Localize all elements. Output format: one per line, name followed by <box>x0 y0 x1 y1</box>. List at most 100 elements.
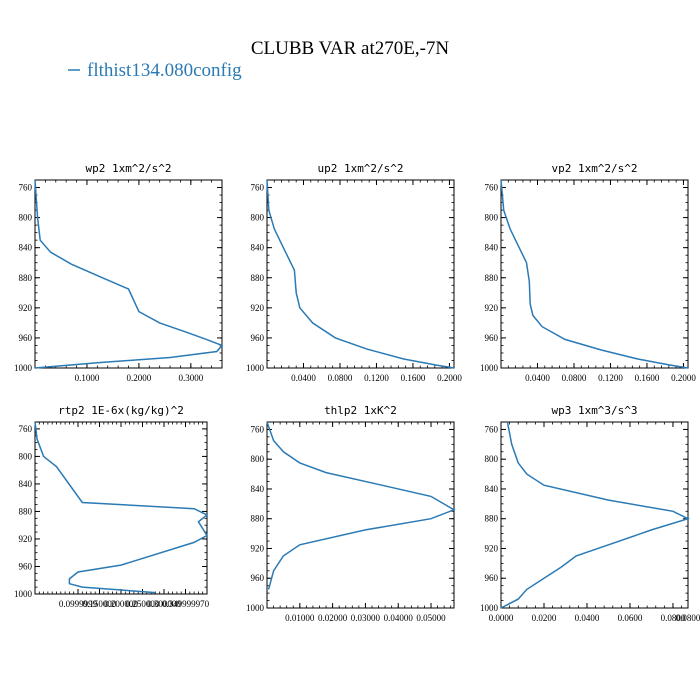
panel-grid: wp2 1xm^2/s^2 760 800 840 880 920 960 1000 0.100… <box>14 162 700 623</box>
y-tick-label: 1000 <box>480 363 499 373</box>
x-tick-label: 0.1600 <box>401 373 426 383</box>
y-tick-label: 880 <box>251 273 265 283</box>
y-tick-label: 840 <box>251 484 265 494</box>
x-tick-label: 0.250000 <box>126 599 160 609</box>
x-tick-label: 0.01000 <box>285 613 315 623</box>
series-line <box>500 421 691 609</box>
panel-title: thlp2 1xK^2 <box>324 404 397 417</box>
plot-frame <box>500 179 689 369</box>
series-line <box>266 421 456 590</box>
y-tick-label: 960 <box>485 333 499 343</box>
x-tick-label: 0.200000 <box>104 599 138 609</box>
chart-panel: thlp2 1xK^2 760 800 840 880 920 960 1000 0.01000… <box>246 404 456 623</box>
panel-title: wp3 1xm^3/s^3 <box>551 404 637 417</box>
y-tick-label: 960 <box>485 573 499 583</box>
x-tick-label: 0.1600 <box>635 373 660 383</box>
y-tick-label: 760 <box>485 183 499 193</box>
y-tick-label: 760 <box>251 424 265 434</box>
x-tick-label: 0.0800 <box>661 613 686 623</box>
panel-title: up2 1xm^2/s^2 <box>317 162 403 175</box>
plot-frame <box>34 179 223 369</box>
panel-title: wp2 1xm^2/s^2 <box>85 162 171 175</box>
x-tick-label: 0.0999999 <box>59 599 98 609</box>
chart-panel: wp3 1xm^3/s^3 760 800 840 880 920 960 10000.000… <box>480 404 700 623</box>
y-tick-label: 920 <box>251 543 265 553</box>
y-tick-label: 920 <box>485 543 499 553</box>
chart-panel: up2 1xm^2/s^2 760 800 840 880 920 960 1000 0.040… <box>246 162 462 383</box>
y-tick-label: 800 <box>251 454 265 464</box>
y-tick-label: 880 <box>19 506 33 516</box>
y-tick-label: 800 <box>485 454 499 464</box>
x-tick-label: 0.150000 <box>83 599 117 609</box>
y-tick-label: 920 <box>485 303 499 313</box>
y-tick-label: 960 <box>19 333 33 343</box>
series-line <box>500 179 689 369</box>
y-tick-label: 760 <box>485 424 499 434</box>
x-tick-label: 0.0400 <box>525 373 550 383</box>
y-tick-label: 920 <box>19 303 33 313</box>
y-tick-label: 760 <box>19 183 33 193</box>
x-tick-label: 0.0200 <box>532 613 557 623</box>
y-tick-label: 880 <box>485 514 499 524</box>
x-tick-label: 0.04000 <box>384 613 414 623</box>
y-tick-label: 880 <box>485 273 499 283</box>
y-tick-label: 1000 <box>14 589 33 599</box>
series-line <box>34 421 209 594</box>
x-tick-label: 0.02000 <box>318 613 348 623</box>
y-tick-label: 800 <box>485 213 499 223</box>
panel-title: rtp2 1E-6x(kg/kg)^2 <box>58 404 184 417</box>
plot-frame <box>266 179 455 369</box>
chart-panel: vp2 1xm^2/s^2 760 800 840 880 920 960 1000 0.040… <box>480 162 696 383</box>
x-tick-label: 0.349999970 <box>162 599 210 609</box>
plot-frame <box>500 421 689 609</box>
y-tick-label: 840 <box>485 484 499 494</box>
y-tick-label: 800 <box>19 451 33 461</box>
chart-panel: wp2 1xm^2/s^2 760 800 840 880 920 960 1000 0.100… <box>14 162 224 383</box>
y-tick-label: 960 <box>19 561 33 571</box>
x-tick-label: 0.1200 <box>364 373 389 383</box>
series-line <box>34 179 224 369</box>
y-tick-label: 960 <box>251 573 265 583</box>
legend: flthist134.080config <box>68 60 242 81</box>
x-tick-label: 0.300000 <box>147 599 181 609</box>
x-tick-label: 0.2000 <box>127 373 152 383</box>
x-tick-label: 0.0800 <box>562 373 587 383</box>
x-tick-label: 0.05000 <box>416 613 446 623</box>
y-tick-label: 960 <box>251 333 265 343</box>
y-tick-label: 840 <box>19 243 33 253</box>
x-tick-label: 0.1200 <box>598 373 623 383</box>
y-tick-label: 1000 <box>14 363 33 373</box>
x-tick-label: 0.1000 <box>75 373 100 383</box>
y-tick-label: 920 <box>251 303 265 313</box>
y-tick-label: 840 <box>251 243 265 253</box>
y-tick-label: 880 <box>19 273 33 283</box>
y-tick-label: 760 <box>251 183 265 193</box>
y-tick-label: 1000 <box>246 603 265 613</box>
y-tick-label: 760 <box>19 424 33 434</box>
chart-panel: rtp2 1E-6x(kg/kg)^2 760 800 840 880 920 960 100… <box>14 404 210 609</box>
series-line <box>266 179 455 369</box>
x-tick-label: 0.3000 <box>178 373 203 383</box>
panel-title: vp2 1xm^2/s^2 <box>551 162 637 175</box>
plot-frame <box>266 421 455 609</box>
y-tick-label: 880 <box>251 514 265 524</box>
x-tick-label: 0.0400 <box>291 373 316 383</box>
figure-title: CLUBB VAR at270E,-7N <box>251 38 450 59</box>
x-tick-label: 0.0800 <box>676 613 700 623</box>
x-tick-label: 0.0600 <box>618 613 643 623</box>
x-tick-label: 0.03000 <box>351 613 381 623</box>
y-tick-label: 920 <box>19 534 33 544</box>
y-tick-label: 800 <box>19 213 33 223</box>
legend-label: flthist134.080config <box>87 60 242 81</box>
y-tick-label: 840 <box>19 479 33 489</box>
y-tick-label: 1000 <box>246 363 265 373</box>
y-tick-label: 800 <box>251 213 265 223</box>
x-tick-label: 0.2000 <box>437 373 462 383</box>
x-tick-label: 0.0800 <box>328 373 353 383</box>
x-tick-label: 0.0000 <box>489 613 514 623</box>
x-tick-label: 0.2000 <box>671 373 696 383</box>
y-tick-label: 840 <box>485 243 499 253</box>
x-tick-label: 0.0400 <box>575 613 600 623</box>
y-tick-label: 1000 <box>480 603 499 613</box>
